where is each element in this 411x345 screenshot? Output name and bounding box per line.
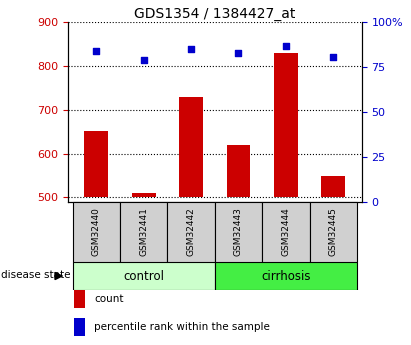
Point	[93, 48, 99, 54]
Bar	[74, 290, 85, 308]
Bar	[84, 131, 108, 197]
Bar	[73, 262, 215, 290]
Bar	[274, 53, 298, 197]
Bar	[74, 318, 85, 336]
Text: GSM32445: GSM32445	[329, 208, 338, 256]
Text: disease state: disease state	[1, 270, 71, 279]
Bar	[120, 202, 167, 262]
Bar	[309, 202, 357, 262]
Text: GSM32442: GSM32442	[187, 208, 196, 256]
Text: GSM32444: GSM32444	[282, 208, 290, 256]
Point	[282, 43, 289, 49]
Bar	[321, 176, 345, 197]
Text: count: count	[94, 294, 124, 304]
Bar	[132, 193, 155, 197]
Point	[330, 54, 337, 59]
Text: GSM32440: GSM32440	[92, 208, 101, 256]
Title: GDS1354 / 1384427_at: GDS1354 / 1384427_at	[134, 7, 296, 21]
Bar	[73, 202, 120, 262]
Bar	[226, 145, 250, 197]
Text: GSM32441: GSM32441	[139, 208, 148, 256]
Text: control: control	[123, 269, 164, 283]
Bar	[179, 97, 203, 197]
Text: GSM32443: GSM32443	[234, 208, 243, 256]
Bar	[215, 202, 262, 262]
Text: percentile rank within the sample: percentile rank within the sample	[94, 322, 270, 332]
Text: cirrhosis: cirrhosis	[261, 269, 311, 283]
Bar	[167, 202, 215, 262]
Point	[188, 47, 194, 52]
Bar	[215, 262, 357, 290]
Bar	[262, 202, 309, 262]
Point	[141, 57, 147, 63]
Point	[235, 50, 242, 56]
